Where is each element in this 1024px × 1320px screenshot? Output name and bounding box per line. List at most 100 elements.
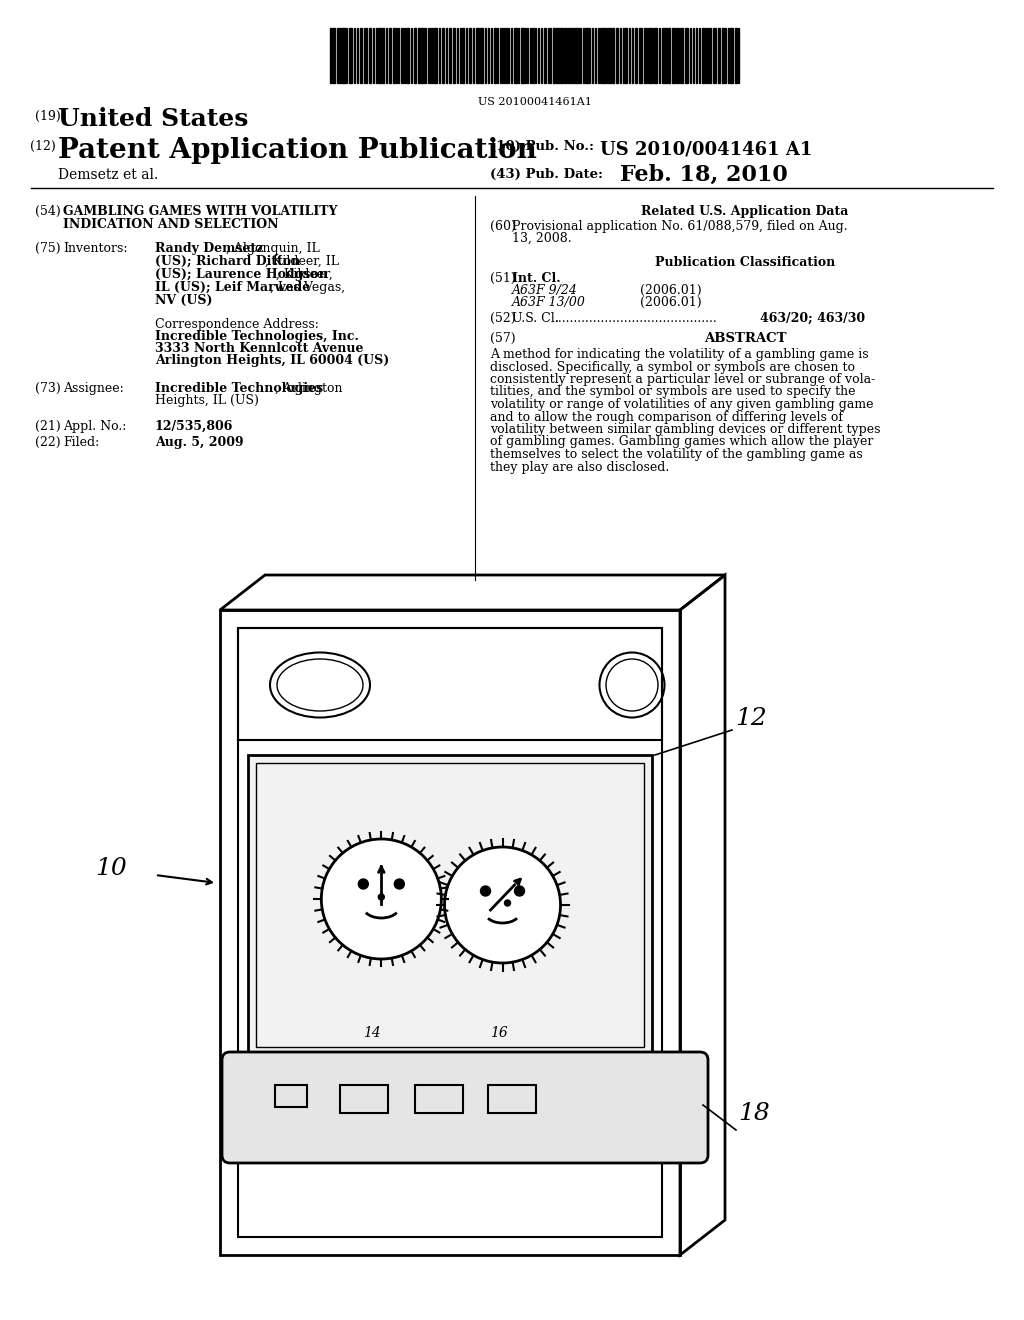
Text: Inventors:: Inventors: — [63, 242, 128, 255]
Bar — [530, 28, 532, 83]
Bar — [389, 28, 391, 83]
Bar — [442, 28, 444, 83]
Text: Demsetz et al.: Demsetz et al. — [58, 168, 159, 182]
Bar — [238, 628, 662, 741]
Text: Appl. No.:: Appl. No.: — [63, 420, 126, 433]
Bar — [476, 28, 478, 83]
Bar — [488, 1085, 536, 1113]
Bar — [616, 28, 618, 83]
Text: Randy Demsetz: Randy Demsetz — [155, 242, 263, 255]
Bar — [722, 28, 724, 83]
Text: , Algonquin, IL: , Algonquin, IL — [226, 242, 321, 255]
Text: 14: 14 — [364, 1026, 381, 1040]
Bar — [612, 28, 614, 83]
Bar — [369, 28, 371, 83]
Bar — [220, 610, 680, 1255]
Text: (51): (51) — [490, 272, 516, 285]
Bar — [434, 28, 437, 83]
Text: (57): (57) — [490, 333, 516, 345]
Text: they play are also disclosed.: they play are also disclosed. — [490, 461, 670, 474]
Text: tilities, and the symbol or symbols are used to specify the: tilities, and the symbol or symbols are … — [490, 385, 855, 399]
Bar — [585, 28, 588, 83]
Text: Provisional application No. 61/088,579, filed on Aug.: Provisional application No. 61/088,579, … — [512, 220, 848, 234]
Text: consistently represent a particular level or subrange of vola-: consistently represent a particular leve… — [490, 374, 876, 385]
Text: 13, 2008.: 13, 2008. — [512, 232, 571, 246]
Bar — [556, 28, 559, 83]
Text: (52): (52) — [490, 312, 516, 325]
Circle shape — [505, 900, 511, 906]
Circle shape — [378, 894, 384, 900]
Bar — [553, 28, 555, 83]
Text: Correspondence Address:: Correspondence Address: — [155, 318, 318, 331]
Bar — [672, 28, 675, 83]
Bar — [730, 28, 733, 83]
Circle shape — [358, 879, 369, 888]
Text: ABSTRACT: ABSTRACT — [703, 333, 786, 345]
Bar — [339, 28, 341, 83]
Text: , Las Vegas,: , Las Vegas, — [270, 281, 346, 294]
Text: (10) Pub. No.:: (10) Pub. No.: — [490, 140, 594, 153]
Bar — [575, 28, 578, 83]
Bar — [681, 28, 683, 83]
Bar — [453, 28, 455, 83]
Circle shape — [514, 886, 524, 896]
Text: IL (US); Leif Marwede: IL (US); Leif Marwede — [155, 281, 310, 294]
Circle shape — [394, 879, 404, 888]
Text: Heights, IL (US): Heights, IL (US) — [155, 393, 259, 407]
Bar — [668, 28, 670, 83]
Text: themselves to select the volatility of the gambling game as: themselves to select the volatility of t… — [490, 447, 863, 461]
Text: Int. Cl.: Int. Cl. — [512, 272, 560, 285]
Text: Aug. 5, 2009: Aug. 5, 2009 — [155, 436, 244, 449]
Bar — [393, 28, 395, 83]
Bar — [421, 28, 423, 83]
Text: and to allow the rough comparison of differing levels of: and to allow the rough comparison of dif… — [490, 411, 843, 424]
Bar — [579, 28, 581, 83]
Bar — [469, 28, 471, 83]
Text: (43) Pub. Date:: (43) Pub. Date: — [490, 168, 603, 181]
Text: GAMBLING GAMES WITH VOLATILITY: GAMBLING GAMES WITH VOLATILITY — [63, 205, 338, 218]
Bar — [382, 28, 384, 83]
Text: (73): (73) — [35, 381, 60, 395]
Text: Incredible Technologies: Incredible Technologies — [155, 381, 324, 395]
Text: Arlington Heights, IL 60004 (US): Arlington Heights, IL 60004 (US) — [155, 354, 389, 367]
Text: Assignee:: Assignee: — [63, 381, 124, 395]
Text: 16: 16 — [490, 1026, 508, 1040]
Circle shape — [322, 840, 441, 960]
Text: NV (US): NV (US) — [155, 294, 213, 308]
Bar — [644, 28, 646, 83]
Text: Publication Classification: Publication Classification — [655, 256, 836, 269]
Circle shape — [480, 886, 490, 896]
Text: 12/535,806: 12/535,806 — [155, 420, 233, 433]
Bar — [378, 28, 381, 83]
Text: (12): (12) — [30, 140, 55, 153]
Text: , Kildeer, IL: , Kildeer, IL — [265, 255, 339, 268]
Text: volatility or range of volatilities of any given gambling game: volatility or range of volatilities of a… — [490, 399, 873, 411]
Text: (21): (21) — [35, 420, 60, 433]
Bar — [462, 28, 464, 83]
Bar — [360, 28, 362, 83]
Bar — [407, 28, 409, 83]
Bar — [676, 28, 678, 83]
Text: 3333 North Kennlcott Avenue: 3333 North Kennlcott Avenue — [155, 342, 364, 355]
Bar — [414, 28, 416, 83]
Bar — [275, 1085, 307, 1107]
Text: (2006.01): (2006.01) — [640, 284, 701, 297]
Text: (19): (19) — [35, 110, 60, 123]
Bar — [649, 28, 651, 83]
Bar — [608, 28, 611, 83]
Text: 12: 12 — [735, 708, 767, 730]
Text: US 20100041461A1: US 20100041461A1 — [478, 96, 592, 107]
Bar — [481, 28, 483, 83]
Circle shape — [444, 847, 560, 964]
Text: United States: United States — [58, 107, 249, 131]
Text: 463/20; 463/30: 463/20; 463/30 — [760, 312, 865, 325]
Text: INDICATION AND SELECTION: INDICATION AND SELECTION — [63, 218, 279, 231]
Bar — [560, 28, 563, 83]
Bar — [639, 28, 642, 83]
Bar — [349, 28, 352, 83]
FancyBboxPatch shape — [222, 1052, 708, 1163]
Text: , Kildeer,: , Kildeer, — [276, 268, 333, 281]
Bar — [415, 1085, 463, 1113]
Bar — [544, 28, 546, 83]
Text: A63F 9/24: A63F 9/24 — [512, 284, 578, 297]
